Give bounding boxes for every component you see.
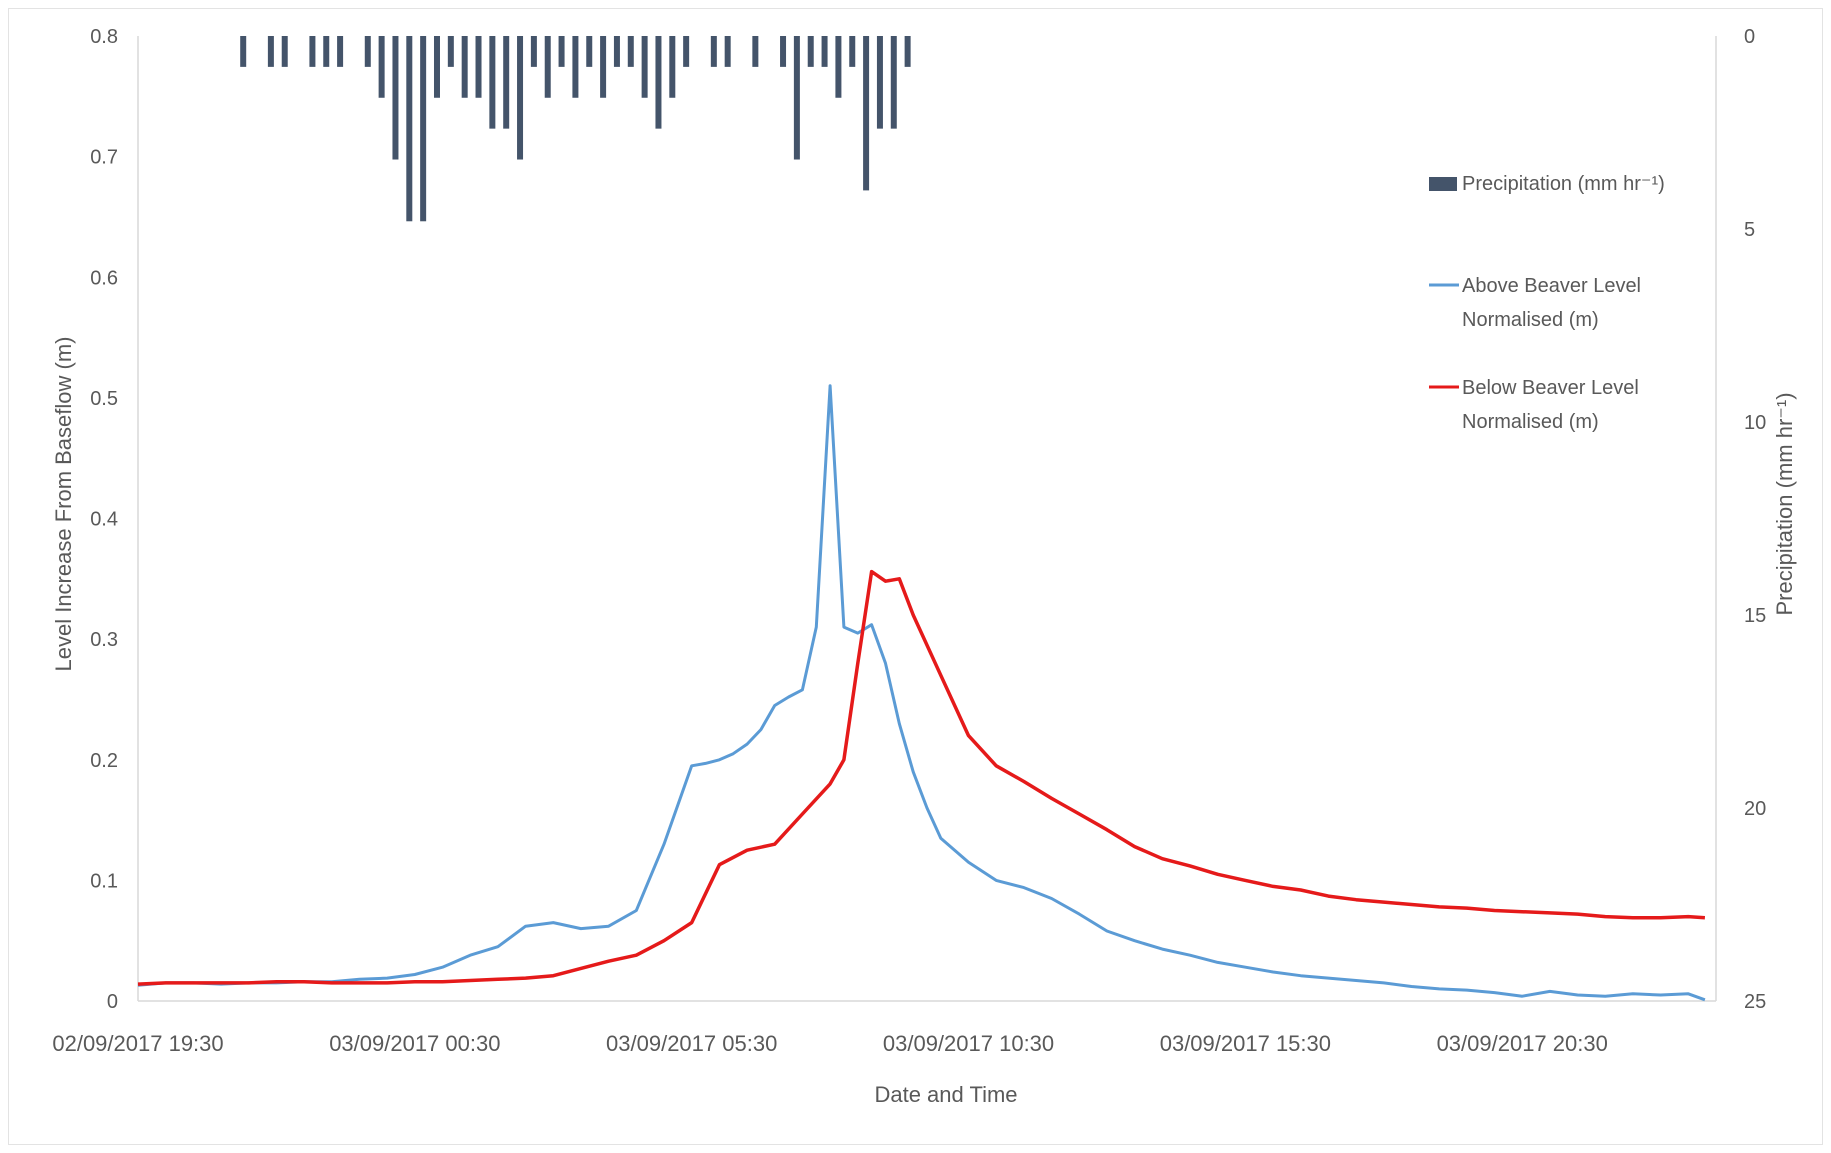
x-tick-label: 02/09/2017 19:30 [52, 1031, 223, 1056]
legend-label-below-beaver-line2: Normalised (m) [1462, 411, 1599, 433]
level-lines [137, 384, 1706, 1002]
left-y-axis: 0 0.1 0.2 0.3 0.4 0.5 0.6 0.7 0.8 [90, 26, 139, 1013]
x-tick-label: 03/09/2017 15:30 [1160, 1031, 1331, 1056]
below-beaver-line [137, 569, 1706, 986]
precipitation-bar [613, 36, 620, 67]
precipitation-bar [807, 36, 814, 67]
x-tick-label: 03/09/2017 05:30 [606, 1031, 777, 1056]
legend-label-above-beaver: Above Beaver Level Normalised (m) [1462, 275, 1647, 331]
left-tick-label: 0.3 [90, 629, 118, 651]
left-tick-label: 0.4 [90, 509, 118, 531]
right-y-axis: 0 5 10 15 20 25 [1715, 26, 1766, 1013]
precipitation-bar [433, 36, 440, 98]
precipitation-bar [489, 36, 496, 129]
precipitation-bar [572, 36, 579, 98]
left-tick-label: 0 [107, 991, 118, 1013]
left-tick-label: 0.7 [90, 147, 118, 169]
precipitation-bar [364, 36, 371, 67]
precipitation-bar [586, 36, 593, 67]
precipitation-bar [544, 36, 551, 98]
precipitation-bar [655, 36, 662, 129]
precipitation-bar [821, 36, 828, 67]
left-tick-label: 0.5 [90, 388, 118, 410]
x-tick-label: 03/09/2017 10:30 [883, 1031, 1054, 1056]
precipitation-bar [267, 36, 274, 67]
precipitation-bars [240, 36, 911, 222]
precipitation-bar [447, 36, 454, 67]
precipitation-bar [475, 36, 482, 98]
x-tick-label: 03/09/2017 20:30 [1437, 1031, 1608, 1056]
left-tick-label: 0.6 [90, 267, 118, 289]
right-tick-label: 15 [1744, 605, 1766, 627]
precipitation-bar [323, 36, 330, 67]
precipitation-bar [627, 36, 634, 67]
precipitation-bar [530, 36, 537, 67]
precipitation-bar [392, 36, 399, 160]
legend-swatch-precipitation [1429, 177, 1457, 191]
legend-label-below-beaver-line1: Below Beaver Level [1462, 377, 1639, 399]
left-axis-title: Level Increase From Baseflow (m) [51, 337, 76, 672]
left-tick-label: 0.1 [90, 870, 118, 892]
right-tick-label: 25 [1744, 991, 1766, 1013]
right-tick-label: 5 [1744, 219, 1755, 241]
legend: Precipitation (mm hr⁻¹) Above Beaver Lev… [1429, 173, 1665, 433]
precipitation-bar [517, 36, 524, 160]
precipitation-bar [503, 36, 510, 129]
precipitation-bar [240, 36, 247, 67]
right-axis-title: Precipitation (mm hr⁻¹) [1772, 392, 1797, 615]
precipitation-bar [849, 36, 856, 67]
right-tick-label: 0 [1744, 26, 1755, 48]
chart-frame: 0 0.1 0.2 0.3 0.4 0.5 0.6 0.7 0.8 0 5 10 15 20 25 02/… [8, 8, 1823, 1145]
left-tick-label: 0.2 [90, 750, 118, 772]
precipitation-bar [724, 36, 731, 67]
legend-label-below-beaver: Below Beaver Level Normalised (m) [1462, 377, 1644, 433]
precipitation-bar [752, 36, 759, 67]
legend-label-precipitation: Precipitation (mm hr⁻¹) [1462, 173, 1665, 195]
x-axis: 02/09/2017 19:30 03/09/2017 00:30 03/09/20… [52, 1000, 1716, 1056]
precipitation-bar [281, 36, 288, 67]
precipitation-bar [835, 36, 842, 98]
chart-svg: 0 0.1 0.2 0.3 0.4 0.5 0.6 0.7 0.8 0 5 10 15 20 25 02/… [51, 26, 1797, 1107]
precipitation-bar [309, 36, 316, 67]
precipitation-bar [558, 36, 565, 67]
right-tick-label: 20 [1744, 798, 1766, 820]
legend-label-above-beaver-line1: Above Beaver Level [1462, 275, 1641, 297]
precipitation-bar [461, 36, 468, 98]
precipitation-bar [904, 36, 911, 67]
precipitation-bar [600, 36, 607, 98]
precipitation-bar [793, 36, 800, 160]
precipitation-bar [780, 36, 787, 67]
left-tick-label: 0.8 [90, 26, 118, 48]
precipitation-bar [710, 36, 717, 67]
x-tick-label: 03/09/2017 00:30 [329, 1031, 500, 1056]
precipitation-bar [863, 36, 870, 191]
legend-label-above-beaver-line2: Normalised (m) [1462, 309, 1599, 331]
precipitation-bar [876, 36, 883, 129]
precipitation-bar [378, 36, 385, 98]
precipitation-bar [420, 36, 427, 222]
precipitation-bar [669, 36, 676, 98]
precipitation-bar [406, 36, 413, 222]
above-beaver-line [137, 384, 1706, 1002]
precipitation-bar [683, 36, 690, 67]
precipitation-bar [337, 36, 344, 67]
precipitation-bar [641, 36, 648, 98]
x-axis-title: Date and Time [874, 1082, 1017, 1107]
precipitation-bar [890, 36, 897, 129]
right-tick-label: 10 [1744, 412, 1766, 434]
